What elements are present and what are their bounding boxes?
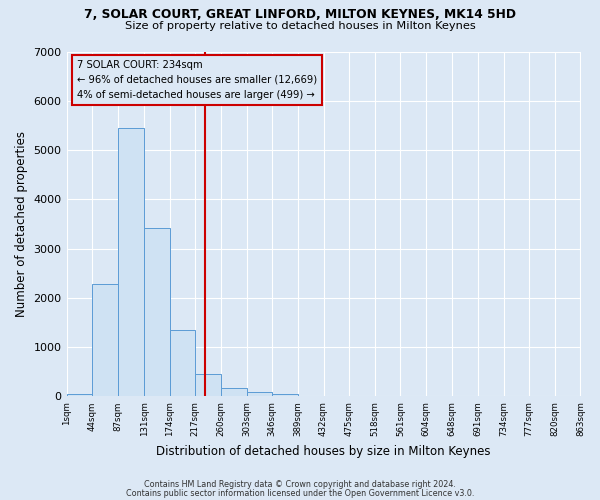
Text: Contains public sector information licensed under the Open Government Licence v3: Contains public sector information licen… [126, 488, 474, 498]
Bar [92, 284, 118, 397]
Text: 7 SOLAR COURT: 234sqm
← 96% of detached houses are smaller (12,669)
4% of semi-d: 7 SOLAR COURT: 234sqm ← 96% of detached … [77, 60, 317, 100]
Text: Size of property relative to detached houses in Milton Keynes: Size of property relative to detached ho… [125, 21, 475, 31]
Bar [170, 330, 196, 396]
Bar [221, 388, 247, 396]
Y-axis label: Number of detached properties: Number of detached properties [15, 131, 28, 317]
Bar [118, 128, 144, 396]
Text: Contains HM Land Registry data © Crown copyright and database right 2024.: Contains HM Land Registry data © Crown c… [144, 480, 456, 489]
Bar [272, 394, 298, 396]
Bar [247, 392, 272, 396]
Bar [67, 394, 92, 396]
X-axis label: Distribution of detached houses by size in Milton Keynes: Distribution of detached houses by size … [156, 444, 491, 458]
Bar [196, 374, 221, 396]
Bar [144, 228, 170, 396]
Text: 7, SOLAR COURT, GREAT LINFORD, MILTON KEYNES, MK14 5HD: 7, SOLAR COURT, GREAT LINFORD, MILTON KE… [84, 8, 516, 20]
